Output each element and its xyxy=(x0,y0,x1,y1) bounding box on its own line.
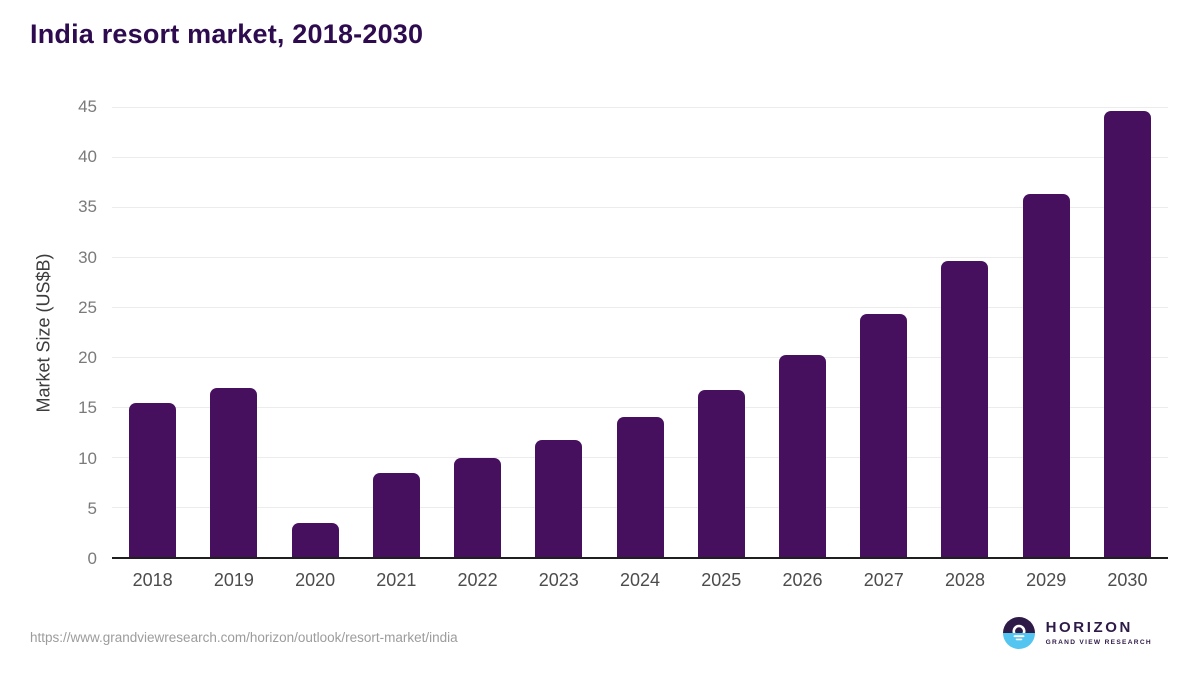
x-axis-label-2029: 2029 xyxy=(1026,570,1067,590)
horizon-logo: HORIZON GRAND VIEW RESEARCH xyxy=(1002,617,1152,649)
x-axis-label-2026: 2026 xyxy=(782,570,823,590)
gridline-35 xyxy=(112,207,1168,208)
bar-slot-2024 xyxy=(599,107,680,557)
x-axis-label-2027: 2027 xyxy=(863,570,904,590)
x-axis-label-2023: 2023 xyxy=(538,570,579,590)
bar-2020[interactable] xyxy=(291,523,339,557)
page-title: India resort market, 2018-2030 xyxy=(30,19,424,49)
y-tick-label-45: 45 xyxy=(78,97,97,116)
bar-slot-2020 xyxy=(274,107,355,557)
bar-2018[interactable] xyxy=(129,403,177,557)
x-axis-labels: 2018 2019 2020 2021 2022 2023 2024 2025 2026 2027… xyxy=(112,570,1168,591)
source-url: https://www.grandviewresearch.com/horizo… xyxy=(30,630,458,645)
bar-slot-2025 xyxy=(681,107,762,557)
bar-2022[interactable] xyxy=(454,458,502,557)
bar-2029[interactable] xyxy=(1022,194,1070,557)
bar-slot-2026 xyxy=(762,107,843,557)
bar-slot-2021 xyxy=(356,107,437,557)
bar-slot-2030 xyxy=(1087,107,1168,557)
bar-2024[interactable] xyxy=(616,417,664,557)
gridline-30 xyxy=(112,256,1168,258)
bar-2025[interactable] xyxy=(697,390,745,557)
y-tick-label-20: 20 xyxy=(78,348,97,368)
x-axis-label-2022: 2022 xyxy=(457,570,498,590)
x-axis-label-2018: 2018 xyxy=(132,570,173,590)
bar-2019[interactable] xyxy=(210,388,258,557)
logo-text: HORIZON GRAND VIEW RESEARCH xyxy=(1046,620,1152,646)
bar-slot-2029 xyxy=(1006,107,1087,557)
bars-container xyxy=(112,107,1168,557)
bar-2026[interactable] xyxy=(778,355,826,557)
y-tick-label-15: 15 xyxy=(78,398,97,418)
plot-area xyxy=(112,107,1168,559)
bar-slot-2022 xyxy=(437,107,518,557)
bar-2028[interactable] xyxy=(941,261,989,557)
logo-brand-name: HORIZON xyxy=(1045,619,1133,637)
x-axis-label-2028: 2028 xyxy=(944,570,985,590)
bar-2021[interactable] xyxy=(372,473,420,557)
x-axis-label-2019: 2019 xyxy=(213,570,254,590)
bar-2027[interactable] xyxy=(860,314,908,557)
y-axis-ticks: 0 5 10 15 20 25 30 35 40 45 xyxy=(0,97,97,568)
gridline-40 xyxy=(112,157,1168,158)
bar-slot-2028 xyxy=(924,107,1005,557)
x-axis-label-2030: 2030 xyxy=(1107,570,1148,590)
x-axis-label-2025: 2025 xyxy=(701,570,742,590)
bar-slot-2019 xyxy=(193,107,274,557)
y-tick-label-40: 40 xyxy=(78,147,97,167)
x-axis-label-2021: 2021 xyxy=(376,570,417,590)
y-tick-label-30: 30 xyxy=(78,247,97,267)
y-tick-label-0: 0 xyxy=(87,549,97,568)
bar-2023[interactable] xyxy=(535,440,583,557)
y-tick-label-5: 5 xyxy=(87,498,97,518)
y-tick-label-25: 25 xyxy=(78,297,97,317)
gridline-25 xyxy=(112,307,1168,308)
bar-2030[interactable] xyxy=(1103,111,1151,557)
horizon-sun-icon xyxy=(1002,617,1035,649)
x-axis-label-2020: 2020 xyxy=(295,570,336,590)
bar-slot-2018 xyxy=(112,107,193,557)
bar-slot-2027 xyxy=(843,107,924,557)
y-tick-label-35: 35 xyxy=(78,197,97,217)
gridline-15 xyxy=(112,406,1168,408)
logo-brand-subtitle: GRAND VIEW RESEARCH xyxy=(1045,638,1152,646)
bar-slot-2023 xyxy=(518,107,599,557)
x-axis-label-2024: 2024 xyxy=(620,570,661,590)
gridline-20 xyxy=(112,357,1168,358)
gridline-45 xyxy=(112,107,1168,108)
y-tick-label-10: 10 xyxy=(78,448,97,468)
